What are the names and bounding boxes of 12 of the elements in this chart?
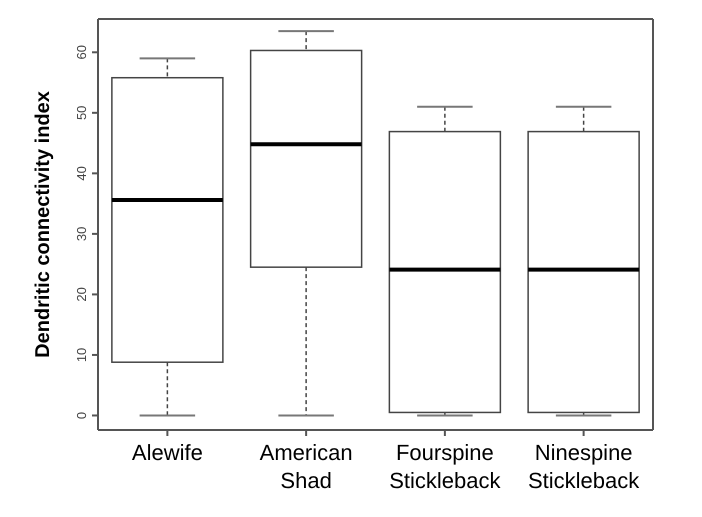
y-axis-title: Dendritic connectivity index: [32, 91, 54, 358]
y-tick-label: 60: [74, 45, 89, 60]
y-tick-label: 10: [74, 348, 89, 362]
x-tick-label: Alewife: [132, 440, 203, 465]
x-tick-label: Fourspine Stickleback: [389, 440, 502, 493]
x-tick-label: American Shad: [260, 440, 353, 493]
y-tick-label: 30: [74, 226, 89, 242]
y-tick-label: 50: [74, 106, 89, 120]
y-tick-label: 0: [74, 412, 89, 420]
x-tick-label: Ninespine Stickleback: [528, 440, 640, 493]
y-tick-label: 40: [74, 166, 89, 181]
y-tick-label: 20: [74, 287, 89, 302]
